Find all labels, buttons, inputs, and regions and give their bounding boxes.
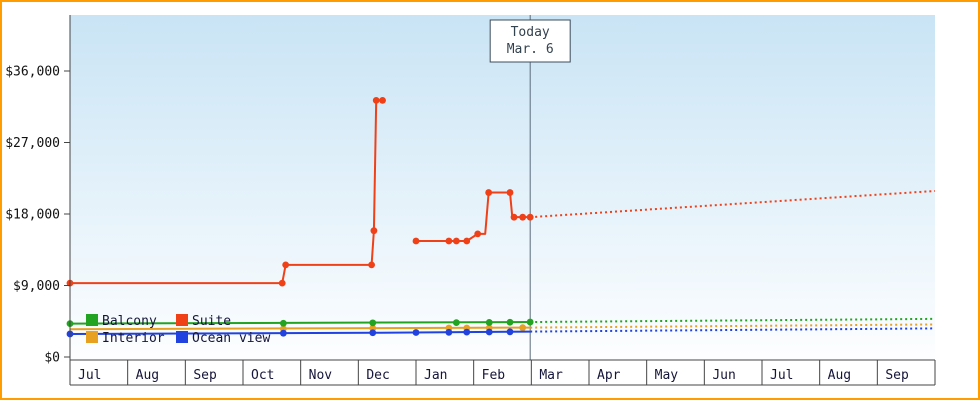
legend-swatch-balcony (86, 314, 98, 326)
series-suite-marker (452, 237, 460, 245)
series-balcony-marker (369, 319, 377, 327)
series-balcony (66, 317, 936, 328)
legend-item-ocean-view: Ocean view (176, 331, 270, 346)
series-balcony-marker (506, 318, 514, 326)
series-suite-marker (519, 213, 527, 221)
x-axis-month-label: Mar (539, 368, 563, 383)
legend-swatch-ocean-view (176, 331, 188, 343)
legend-label-suite: Suite (192, 314, 231, 329)
x-axis-month-label: Jul (770, 368, 793, 383)
x-axis-month-label: Sep (193, 368, 217, 383)
legend-label-interior: Interior (102, 331, 165, 346)
series-ocean-view-marker (369, 329, 377, 337)
y-axis-tick-label: $18,000 (5, 208, 60, 223)
series-suite-marker (526, 213, 534, 221)
x-axis-month-label: Jan (424, 368, 447, 383)
series-ocean-view-marker (485, 328, 493, 336)
series-suite-marker (368, 261, 375, 269)
series-suite-marker (372, 96, 380, 104)
x-axis-month-label: Jul (78, 368, 101, 383)
series-suite-marker (379, 96, 386, 104)
legend-item-balcony: Balcony (86, 314, 157, 329)
today-label: Today (511, 25, 550, 40)
x-axis-month-label: Oct (251, 368, 274, 383)
x-axis-month-label: Jun (712, 368, 735, 383)
legend-swatch-interior (86, 331, 98, 343)
y-axis-tick-label: $0 (44, 351, 60, 366)
series-balcony-marker (279, 319, 287, 327)
today-date: Mar. 6 (507, 42, 554, 57)
x-axis-month-label: May (655, 368, 679, 383)
series-interior-marker (519, 324, 527, 332)
y-axis-tick-label: $9,000 (13, 279, 60, 294)
series-ocean-view-marker (279, 329, 287, 337)
series-ocean-view-marker (463, 328, 471, 336)
series-suite-marker (506, 189, 514, 196)
x-axis-month-label: Apr (597, 368, 621, 383)
series-suite-marker (278, 279, 286, 287)
series-ocean-view-marker (506, 328, 514, 336)
legend-label-ocean-view: Ocean view (192, 331, 270, 346)
series-suite-marker (510, 213, 518, 221)
x-axis-month-label: Aug (136, 368, 159, 383)
series-ocean-view-marker (445, 328, 453, 336)
series-balcony-marker (452, 319, 460, 327)
series-suite-marker (474, 230, 482, 238)
series-balcony-marker (485, 319, 493, 326)
legend-label-balcony: Balcony (102, 314, 157, 329)
today-box (489, 19, 571, 63)
plot-area (70, 15, 935, 360)
legend-swatch-suite (176, 314, 188, 326)
y-axis-tick-label: $27,000 (5, 136, 60, 151)
series-ocean-view (66, 327, 936, 338)
x-axis-month-label: Dec (366, 368, 389, 383)
y-axis-tick-label: $36,000 (5, 65, 60, 80)
x-axis-month-label: Aug (828, 368, 851, 383)
series-suite-marker (412, 237, 420, 245)
x-axis-month-label: Sep (885, 368, 909, 383)
x-axis-month-label: Feb (482, 368, 506, 383)
legend-item-interior: Interior (86, 331, 165, 346)
series-ocean-view-marker (412, 329, 420, 336)
series-suite-marker (282, 261, 290, 269)
series-suite-marker (445, 237, 453, 245)
series-suite-marker (370, 227, 378, 235)
legend-item-suite: Suite (176, 314, 231, 329)
x-axis-month-label: Nov (309, 368, 333, 383)
series-balcony-marker (526, 318, 534, 326)
series-interior-line (69, 326, 531, 331)
series-suite-marker (485, 189, 493, 196)
series-suite (66, 96, 936, 287)
series-suite-marker (463, 237, 471, 245)
